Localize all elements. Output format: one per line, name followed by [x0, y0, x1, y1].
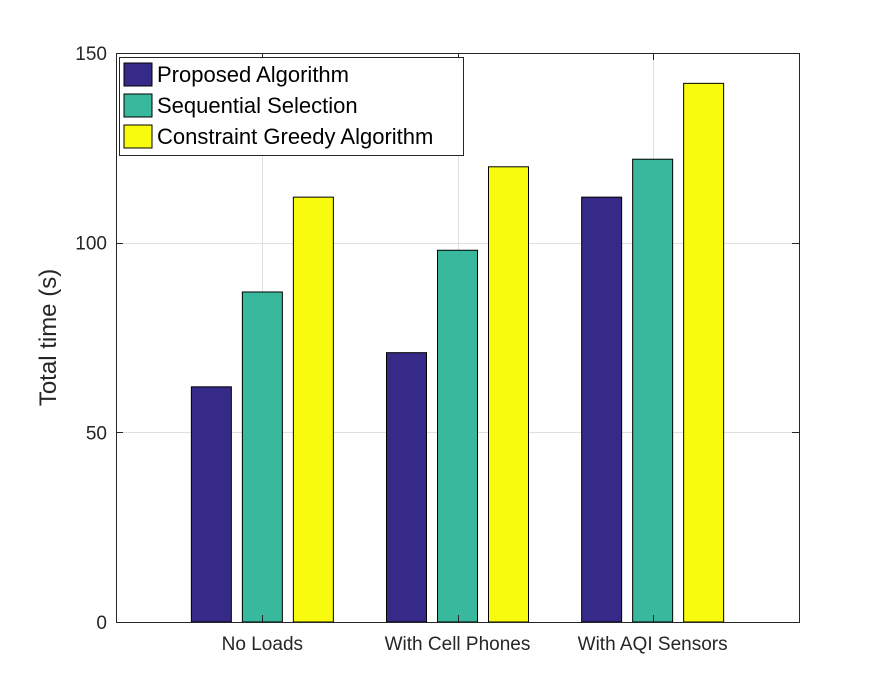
bar — [437, 249, 478, 623]
bar — [292, 196, 334, 623]
y-tick-label: 100 — [75, 234, 107, 255]
bars — [190, 82, 725, 623]
y-tick-label: 50 — [86, 423, 107, 444]
y-tick-labels: 0 50 100 150 — [75, 44, 107, 634]
legend: Proposed Algorithm Sequential Selection Co… — [119, 57, 464, 156]
bar — [190, 386, 232, 623]
bar — [683, 82, 725, 623]
legend-swatch — [123, 62, 153, 87]
bar — [581, 196, 623, 623]
legend-label: Proposed Algorithm — [157, 62, 349, 87]
x-tick-label: With AQI Sensors — [578, 634, 728, 655]
bar — [632, 158, 674, 623]
legend-swatch — [123, 124, 153, 149]
legend-label: Sequential Selection — [157, 93, 358, 118]
y-axis-label: Total time (s) — [35, 269, 62, 406]
x-tick-label: No Loads — [222, 634, 303, 655]
y-tick-label: 150 — [75, 44, 107, 65]
x-tick-labels: No Loads With Cell Phones With AQI Sensors — [222, 634, 728, 655]
bar — [488, 166, 529, 623]
y-tick-label: 0 — [96, 613, 107, 634]
legend-box — [119, 57, 464, 156]
bar — [241, 291, 283, 623]
legend-swatch — [123, 93, 153, 118]
x-tick-label: With Cell Phones — [385, 634, 531, 655]
bar — [386, 352, 427, 623]
legend-label: Constraint Greedy Algorithm — [157, 124, 433, 149]
